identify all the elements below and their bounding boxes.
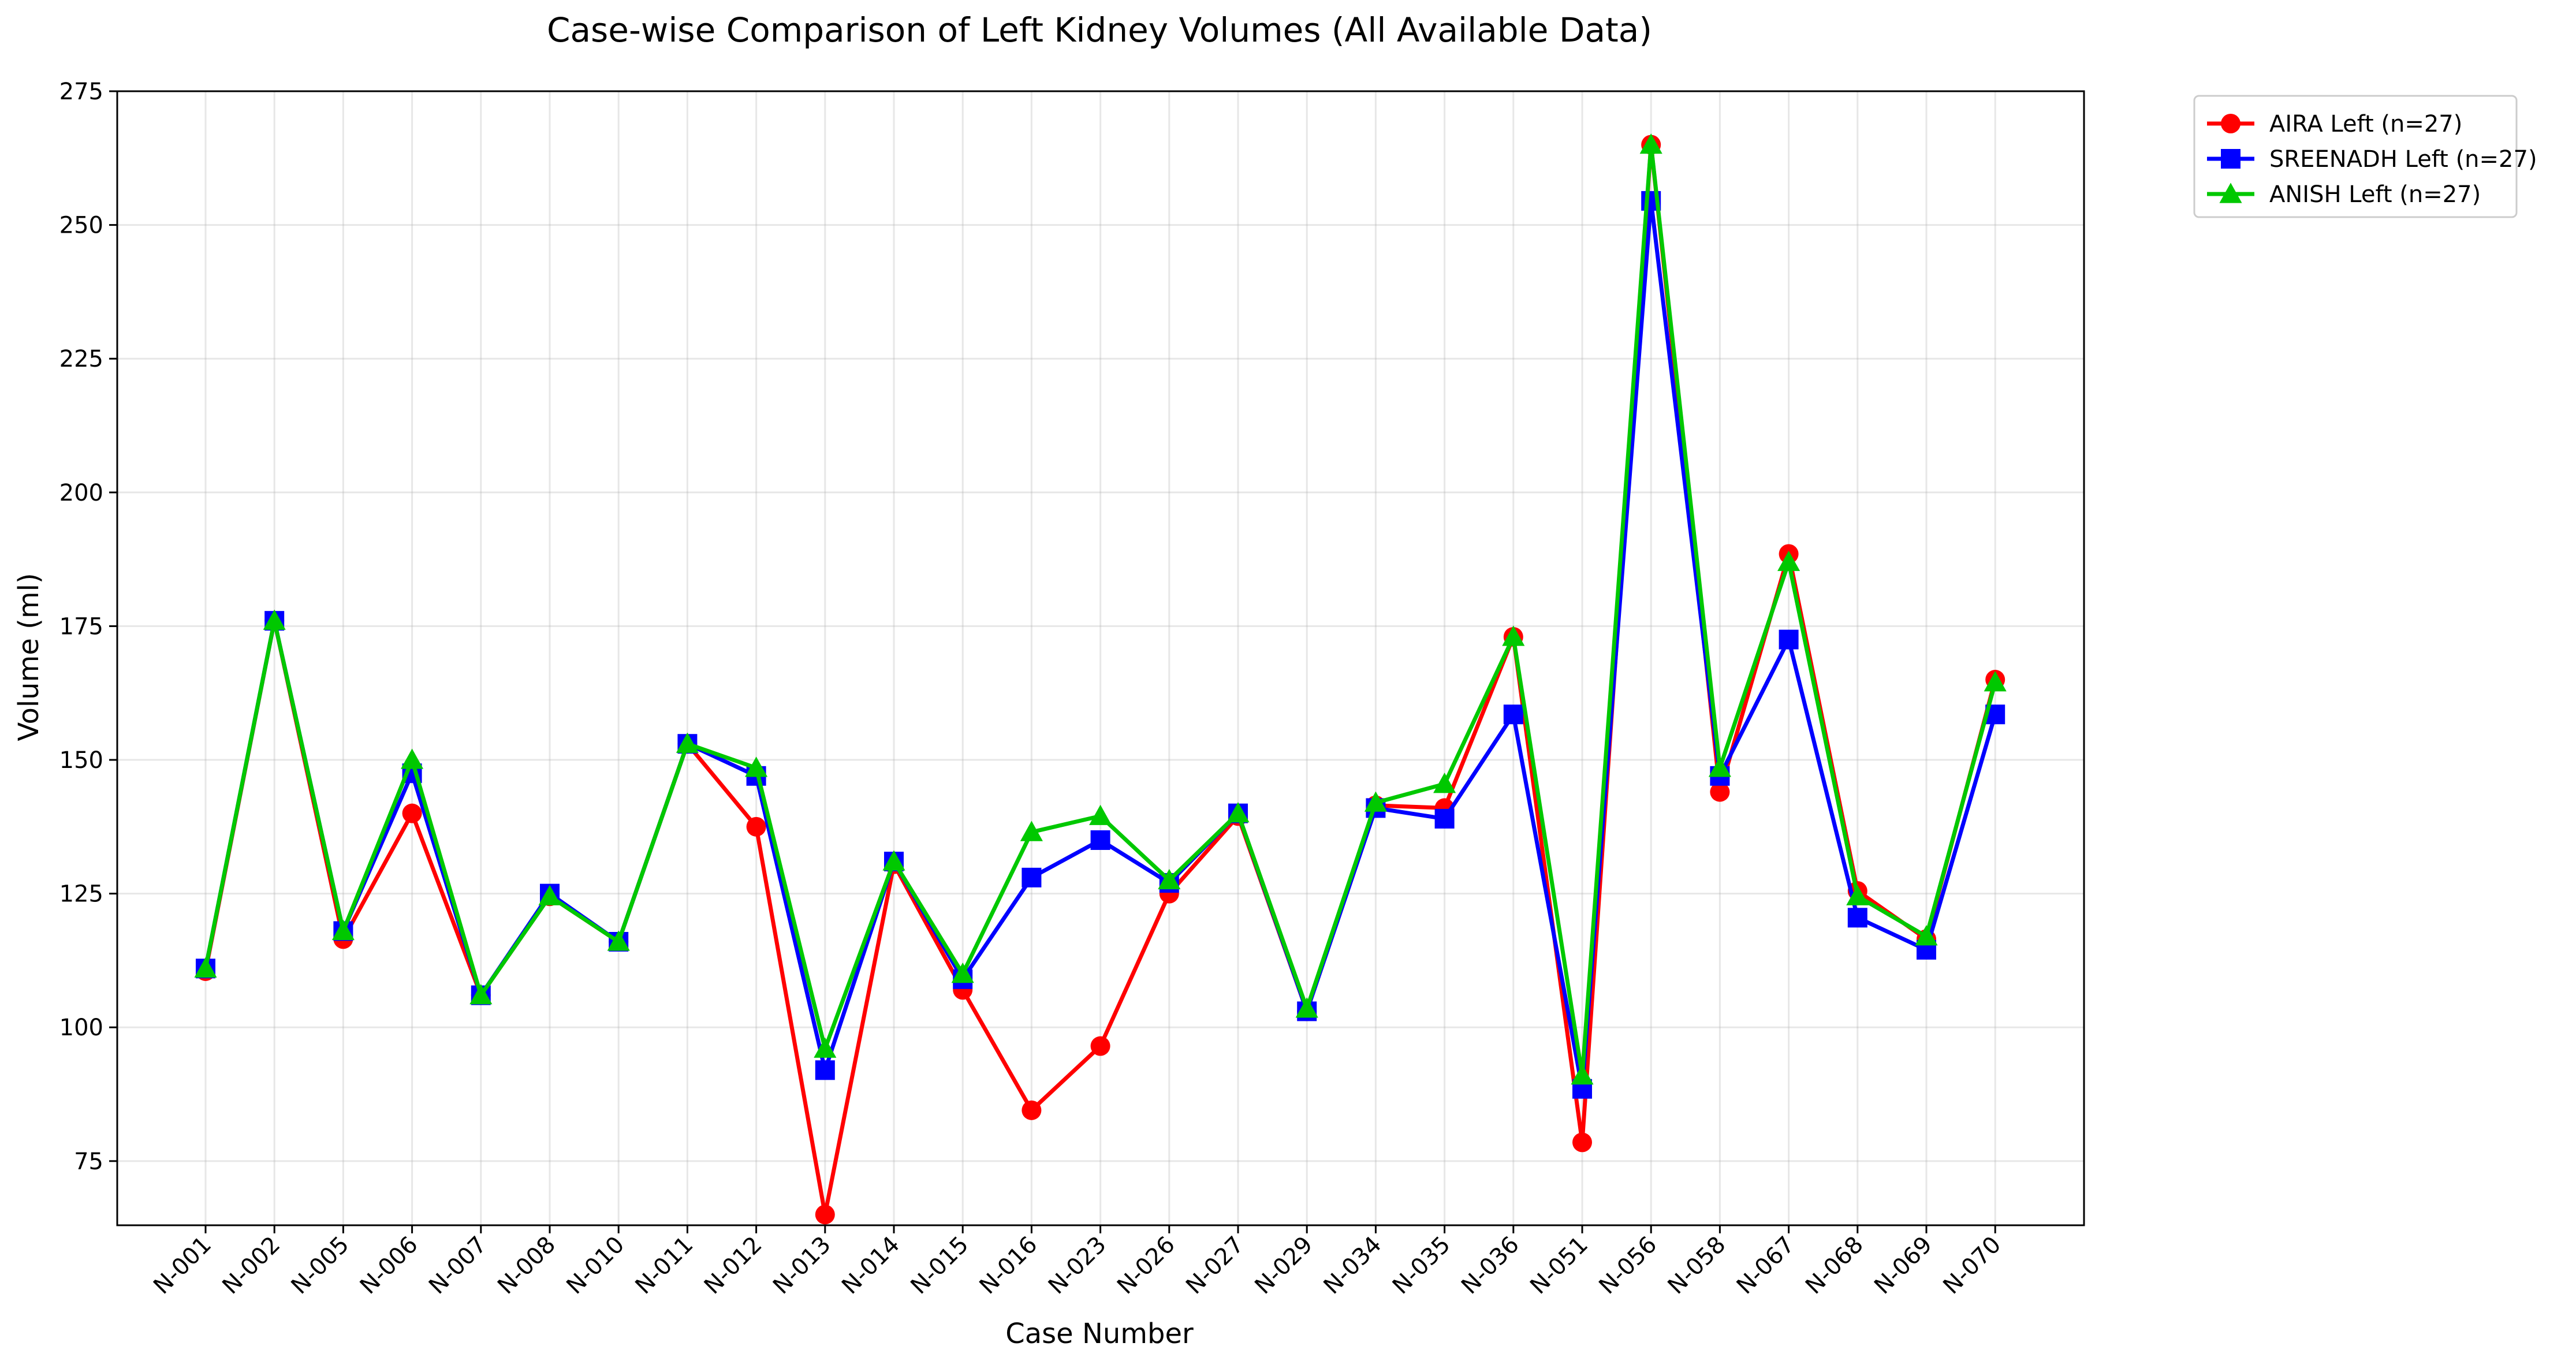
data-point xyxy=(1364,791,1387,812)
data-point xyxy=(538,885,561,905)
data-point xyxy=(263,609,286,630)
data-point xyxy=(194,957,217,978)
y-tick-label: 150 xyxy=(59,747,103,774)
data-point xyxy=(815,1204,835,1225)
data-point xyxy=(1020,821,1043,841)
data-point xyxy=(607,930,630,951)
legend-label: SREENADH Left (n=27) xyxy=(2269,146,2537,173)
data-point xyxy=(1090,830,1110,850)
data-point xyxy=(1779,629,1799,650)
y-tick-label: 100 xyxy=(59,1015,103,1041)
legend-label: ANISH Left (n=27) xyxy=(2269,181,2481,208)
y-tick-label: 225 xyxy=(59,346,103,372)
data-point xyxy=(1847,908,1867,928)
data-point xyxy=(1090,1036,1110,1056)
data-point xyxy=(1295,997,1318,1018)
data-point xyxy=(1710,782,1730,802)
data-point xyxy=(1022,1100,1042,1120)
data-point xyxy=(1434,808,1455,829)
data-point xyxy=(1502,625,1525,646)
data-point xyxy=(469,984,493,1005)
legend: AIRA Left (n=27) SREENADH Left (n=27) ANIS… xyxy=(2193,95,2537,218)
data-point xyxy=(676,732,699,753)
y-tick-label: 275 xyxy=(59,79,103,105)
legend-swatch-marker xyxy=(2219,182,2242,203)
data-point xyxy=(951,963,974,983)
y-tick-label: 200 xyxy=(59,480,103,506)
data-point xyxy=(1227,802,1250,823)
data-point xyxy=(331,919,355,941)
data-point xyxy=(815,1060,835,1080)
legend-label: AIRA Left (n=27) xyxy=(2269,111,2462,137)
data-point xyxy=(1708,756,1731,777)
data-point xyxy=(1984,671,2007,692)
data-point xyxy=(1433,773,1456,793)
data-point xyxy=(1089,804,1112,825)
data-point xyxy=(1571,1064,1594,1085)
data-point xyxy=(746,816,766,837)
data-point xyxy=(1846,885,1869,905)
data-point xyxy=(882,850,905,871)
legend-swatch-marker xyxy=(2221,149,2241,169)
series-layer xyxy=(194,133,2007,1225)
y-tick-label: 250 xyxy=(59,212,103,239)
y-tick-label: 125 xyxy=(59,881,103,908)
data-point xyxy=(1777,550,1800,571)
legend-entry: ANISH Left (n=27) xyxy=(2207,181,2481,208)
data-point xyxy=(1022,867,1042,887)
data-point xyxy=(1503,704,1523,725)
data-point xyxy=(1915,925,1938,946)
y-tick-label: 175 xyxy=(59,613,103,640)
legend-entry: AIRA Left (n=27) xyxy=(2207,111,2462,137)
data-point xyxy=(814,1037,837,1058)
legend-entry: SREENADH Left (n=27) xyxy=(2207,146,2537,173)
data-point xyxy=(1572,1132,1592,1153)
y-tick-label: 75 xyxy=(74,1148,103,1175)
legend-swatch-marker xyxy=(2221,114,2241,133)
y-axis-label: Volume (ml) xyxy=(13,573,45,741)
series-3 xyxy=(194,133,2007,1085)
data-point xyxy=(1639,133,1662,154)
data-point xyxy=(402,803,422,823)
data-point xyxy=(745,756,768,777)
data-point xyxy=(401,748,424,769)
legend-frame xyxy=(2193,95,2518,218)
data-point xyxy=(1158,868,1181,890)
x-axis-label: Case Number xyxy=(1005,1318,1194,1350)
chart-title: Case-wise Comparison of Left Kidney Volu… xyxy=(547,10,1652,50)
